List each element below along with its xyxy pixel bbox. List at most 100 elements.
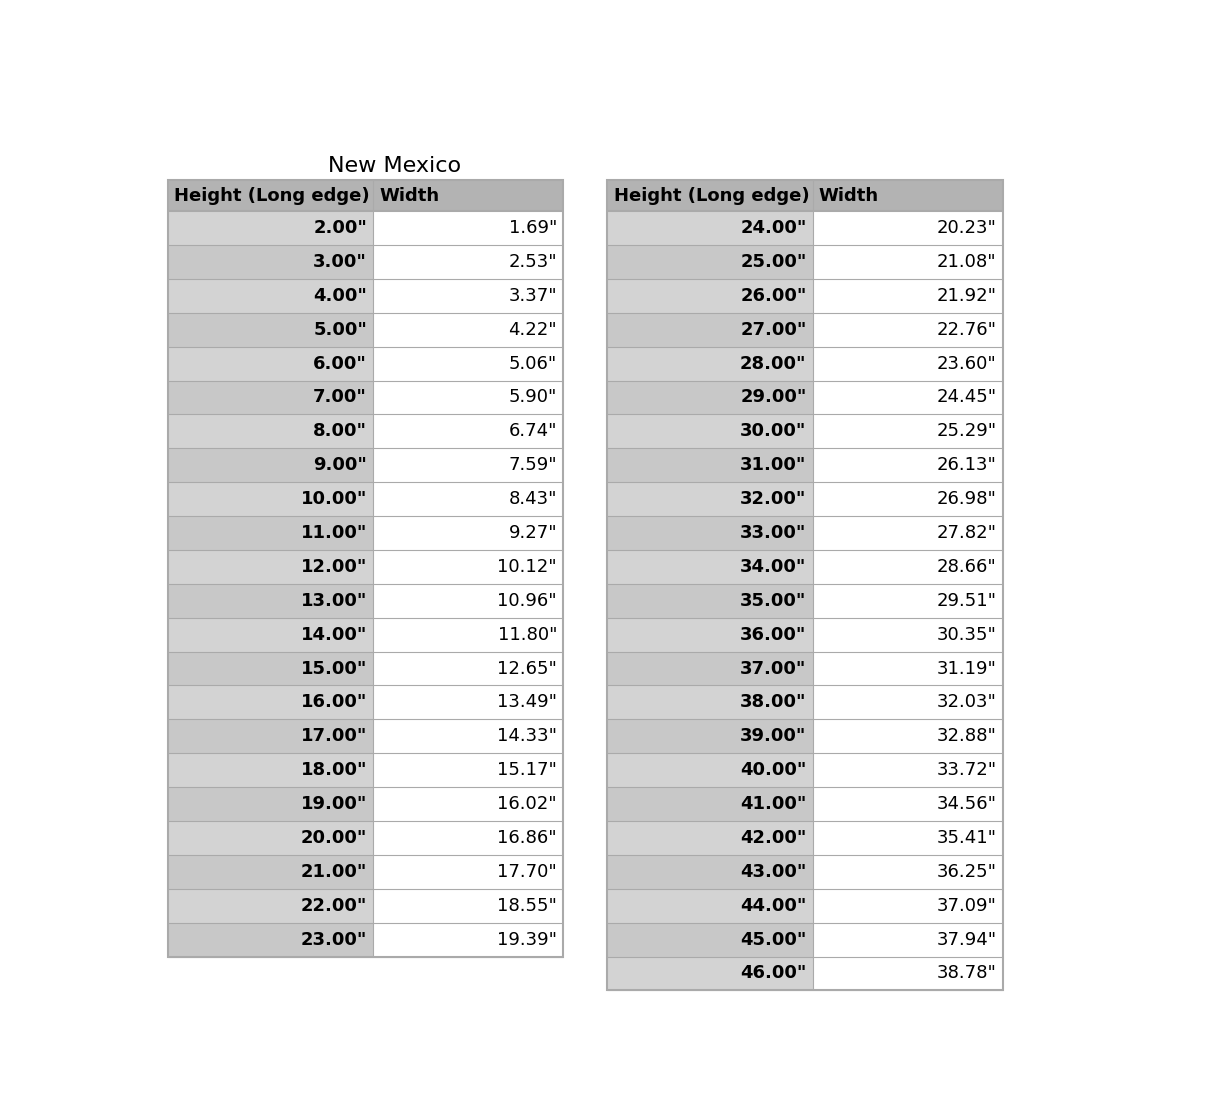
Bar [168,415,373,448]
Bar [813,618,1003,652]
Bar [813,754,1003,787]
Text: 32.88": 32.88" [936,728,997,746]
Bar [373,754,563,787]
Bar [607,922,813,957]
Text: 8.00": 8.00" [313,423,367,440]
Bar [373,719,563,754]
Bar [607,347,813,380]
Bar [373,922,563,957]
Text: Width: Width [379,187,440,205]
Text: 20.00": 20.00" [301,828,367,847]
Bar [168,889,373,922]
Bar [168,482,373,517]
Text: 19.39": 19.39" [496,930,557,948]
Text: New Mexico: New Mexico [328,155,461,176]
Text: 32.00": 32.00" [740,490,807,509]
Text: 24.45": 24.45" [936,388,997,407]
Bar [373,889,563,922]
Text: 5.06": 5.06" [509,354,557,372]
Bar [607,211,813,245]
Text: 9.27": 9.27" [509,524,557,542]
Text: 13.00": 13.00" [301,591,367,609]
Text: 1.69": 1.69" [509,219,557,237]
Bar [168,618,373,652]
Bar [813,313,1003,347]
Bar [373,550,563,584]
Bar [373,855,563,889]
Text: 18.55": 18.55" [498,897,557,915]
Text: 35.41": 35.41" [936,828,997,847]
Text: 17.00": 17.00" [301,728,367,746]
Bar [168,347,373,380]
Text: 21.00": 21.00" [301,863,367,881]
Text: 21.08": 21.08" [936,253,997,271]
Text: 26.13": 26.13" [936,456,997,474]
Text: 35.00": 35.00" [740,591,807,609]
Text: 6.00": 6.00" [313,354,367,372]
Text: 14.33": 14.33" [496,728,557,746]
Text: 8.43": 8.43" [509,490,557,509]
Bar [607,652,813,685]
Bar [168,448,373,482]
Bar [373,211,563,245]
Bar [607,787,813,821]
Bar [607,180,1003,991]
Bar [813,652,1003,685]
Text: 10.12": 10.12" [498,558,557,576]
Text: 7.00": 7.00" [313,388,367,407]
Bar [607,278,813,313]
Bar [168,517,373,550]
Text: 4.22": 4.22" [509,321,557,339]
Bar [607,821,813,855]
Text: 11.80": 11.80" [498,626,557,644]
Bar [607,584,813,618]
Text: 23.60": 23.60" [936,354,997,372]
Text: 27.00": 27.00" [740,321,807,339]
Bar [373,278,563,313]
Bar [168,550,373,584]
Bar [813,278,1003,313]
Text: 29.51": 29.51" [936,591,997,609]
Text: 3.37": 3.37" [509,287,557,305]
Bar [813,517,1003,550]
Bar [607,180,813,211]
Bar [168,278,373,313]
Text: 26.98": 26.98" [936,490,997,509]
Bar [373,517,563,550]
Text: 40.00": 40.00" [740,761,807,779]
Text: 37.94": 37.94" [936,930,997,948]
Bar [607,957,813,991]
Text: 15.00": 15.00" [301,660,367,678]
Bar [607,855,813,889]
Bar [168,685,373,719]
Text: 20.23": 20.23" [936,219,997,237]
Bar [607,517,813,550]
Text: 16.86": 16.86" [498,828,557,847]
Bar [607,685,813,719]
Text: 31.00": 31.00" [740,456,807,474]
Text: Height (Long edge): Height (Long edge) [174,187,370,205]
Bar [607,415,813,448]
Bar [607,719,813,754]
Text: 14.00": 14.00" [301,626,367,644]
Text: 37.00": 37.00" [740,660,807,678]
Bar [607,245,813,278]
Bar [373,313,563,347]
Bar [607,550,813,584]
Bar [813,550,1003,584]
Text: 12.65": 12.65" [498,660,557,678]
Text: 44.00": 44.00" [740,897,807,915]
Text: 11.00": 11.00" [301,524,367,542]
Text: 16.00": 16.00" [301,693,367,711]
Bar [813,584,1003,618]
Bar [813,957,1003,991]
Text: 24.00": 24.00" [740,219,807,237]
Text: 30.35": 30.35" [936,626,997,644]
Bar [813,211,1003,245]
Bar [373,821,563,855]
Text: 13.49": 13.49" [496,693,557,711]
Bar [373,618,563,652]
Text: 34.00": 34.00" [740,558,807,576]
Bar [813,245,1003,278]
Bar [168,821,373,855]
